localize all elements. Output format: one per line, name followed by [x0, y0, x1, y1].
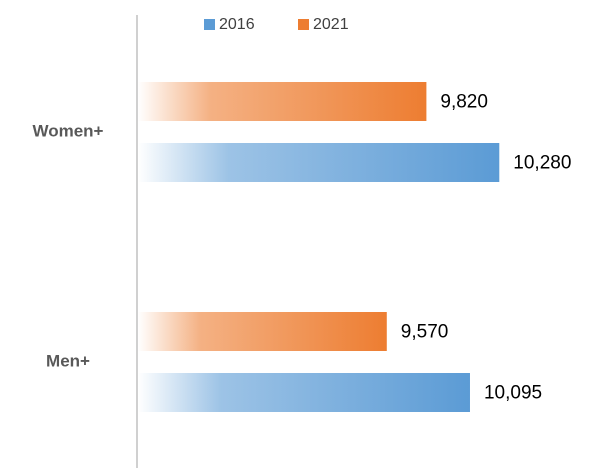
bar [138, 373, 470, 412]
value-label: 10,280 [513, 153, 571, 174]
value-label: 9,820 [440, 92, 488, 113]
value-label: 9,570 [401, 322, 449, 343]
value-label: 10,095 [484, 383, 542, 404]
legend-swatch [204, 19, 215, 30]
category-label: Women+ [32, 121, 103, 140]
bar [138, 312, 387, 351]
legend-label: 2021 [313, 16, 349, 33]
legend-label: 2016 [219, 16, 255, 33]
bar [138, 143, 500, 182]
category-label: Men+ [46, 351, 90, 370]
bar [138, 82, 427, 121]
legend-swatch [298, 19, 309, 30]
